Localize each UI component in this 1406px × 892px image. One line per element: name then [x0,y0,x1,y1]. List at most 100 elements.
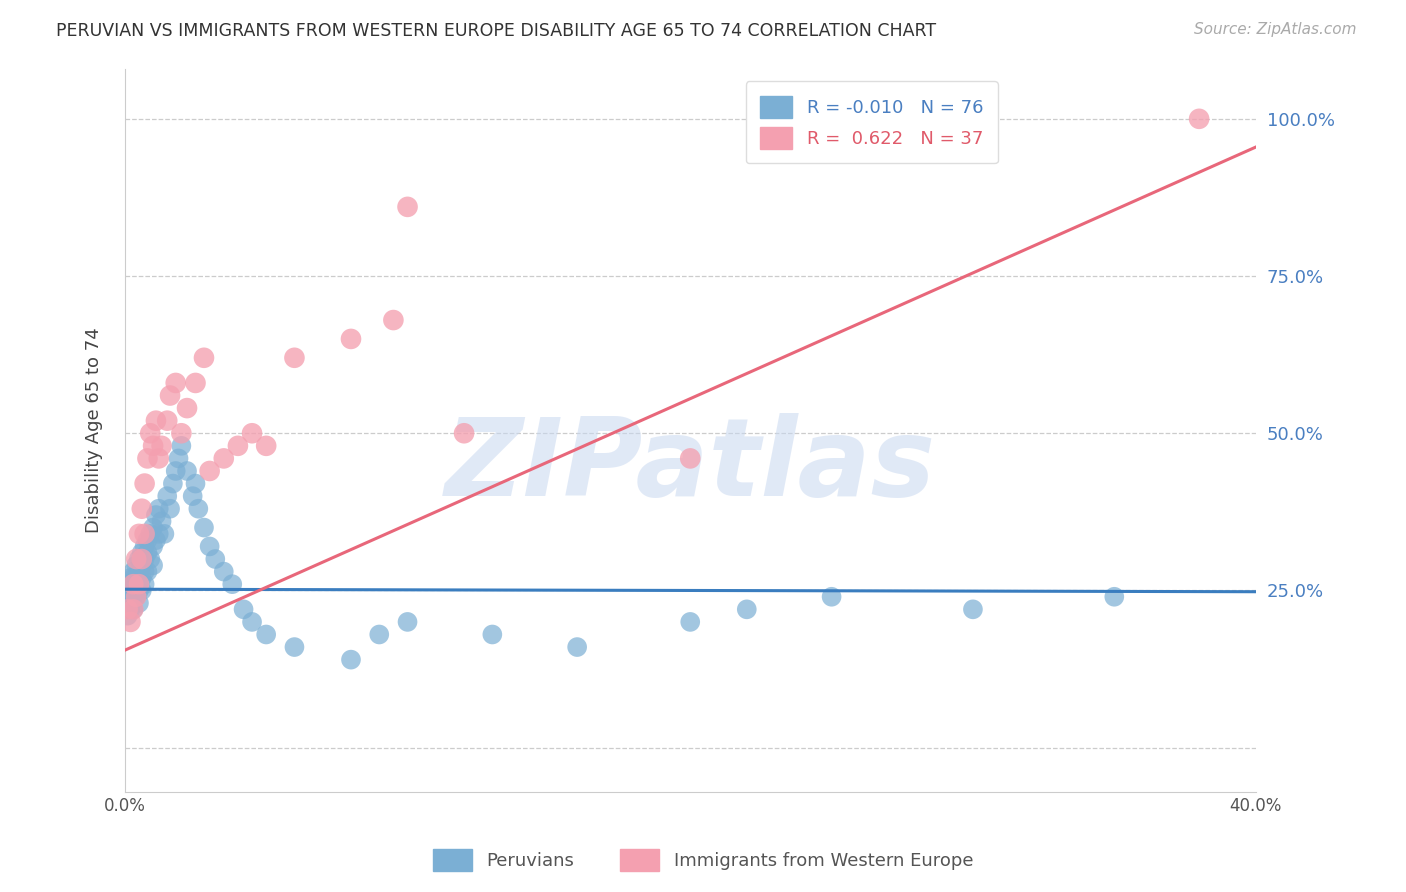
Point [198,540,221,554]
Point [122,602,145,616]
Point [176,464,198,478]
Point [145,508,167,522]
Point [134,540,156,554]
Point [131,501,153,516]
Point [142,540,165,554]
Point [148,501,170,516]
Point [735,602,758,616]
Point [212,565,235,579]
Point [254,439,277,453]
Point [181,489,204,503]
Point [204,552,226,566]
Point [120,571,142,585]
Point [170,439,193,453]
Point [120,577,142,591]
Point [283,640,305,654]
Point [382,313,405,327]
Legend: R = -0.010   N = 76, R =  0.622   N = 37: R = -0.010 N = 76, R = 0.622 N = 37 [745,81,998,163]
Point [396,615,419,629]
Point [134,527,156,541]
Point [128,527,150,541]
Point [128,583,150,598]
Point [120,583,142,598]
Point [184,476,207,491]
Point [170,426,193,441]
Point [120,615,142,629]
Point [148,527,170,541]
Text: ZIPatlas: ZIPatlas [444,413,936,519]
Point [122,590,145,604]
Point [679,451,702,466]
Point [156,489,179,503]
Point [125,558,148,573]
Point [122,602,145,616]
Point [117,602,139,616]
Point [283,351,305,365]
Point [240,426,263,441]
Text: PERUVIAN VS IMMIGRANTS FROM WESTERN EUROPE DISABILITY AGE 65 TO 74 CORRELATION C: PERUVIAN VS IMMIGRANTS FROM WESTERN EURO… [56,22,936,40]
Point [128,565,150,579]
Point [125,577,148,591]
Point [193,351,215,365]
Point [148,451,170,466]
Point [159,501,181,516]
Point [117,602,139,616]
Point [165,376,187,390]
Point [340,332,363,346]
Point [134,552,156,566]
Legend: Peruvians, Immigrants from Western Europe: Peruvians, Immigrants from Western Europ… [426,842,980,879]
Point [142,520,165,534]
Point [340,653,363,667]
Point [122,577,145,591]
Point [165,464,187,478]
Point [131,552,153,566]
Point [679,615,702,629]
Point [117,583,139,598]
Point [1188,112,1211,126]
Text: Source: ZipAtlas.com: Source: ZipAtlas.com [1194,22,1357,37]
Point [136,451,159,466]
Point [254,627,277,641]
Point [117,590,139,604]
Point [134,476,156,491]
Point [128,571,150,585]
Point [117,577,139,591]
Point [212,451,235,466]
Point [120,590,142,604]
Point [159,388,181,402]
Point [184,376,207,390]
Point [139,552,162,566]
Point [565,640,588,654]
Point [193,520,215,534]
Point [176,401,198,416]
Point [139,426,162,441]
Point [128,552,150,566]
Point [122,577,145,591]
Point [131,583,153,598]
Point [962,602,984,616]
Point [117,608,139,623]
Point [134,565,156,579]
Point [120,602,142,616]
Point [153,527,176,541]
Point [481,627,503,641]
Point [156,414,179,428]
Point [187,501,209,516]
Point [125,590,148,604]
Point [136,565,159,579]
Point [128,596,150,610]
Point [453,426,475,441]
Point [136,533,159,548]
Point [198,464,221,478]
Point [145,414,167,428]
Point [125,552,148,566]
Point [131,546,153,560]
Point [117,596,139,610]
Point [150,514,173,528]
Point [134,577,156,591]
Point [232,602,254,616]
Point [150,439,173,453]
Point [226,439,249,453]
Point [221,577,243,591]
Point [368,627,391,641]
